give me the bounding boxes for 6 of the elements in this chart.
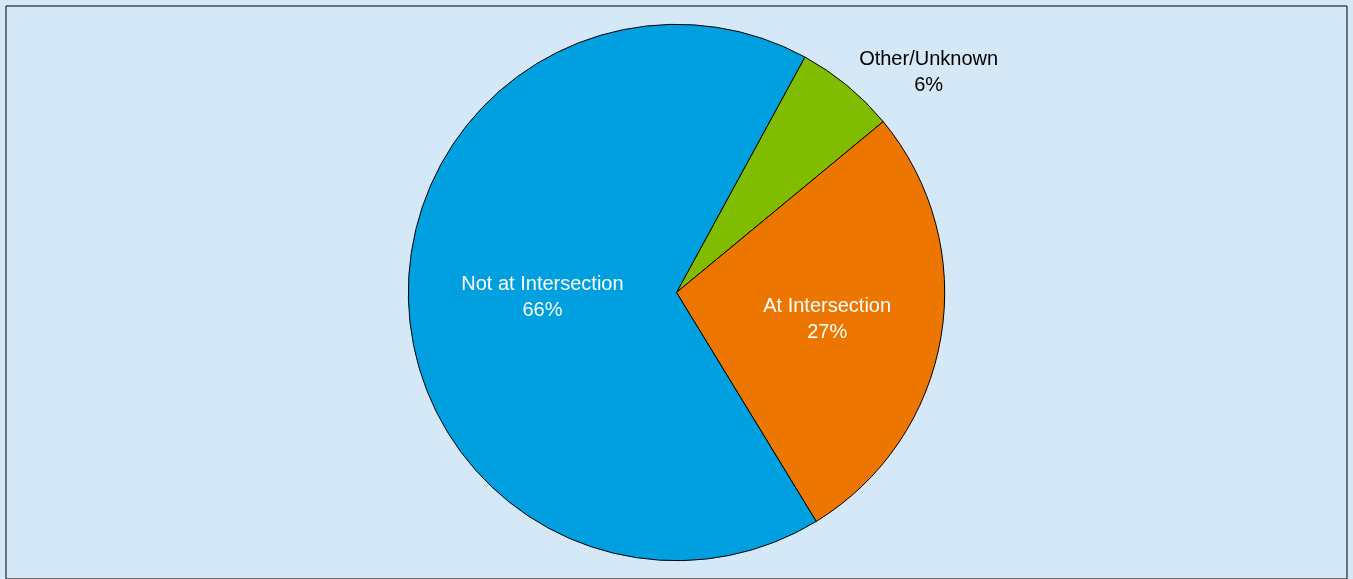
slice-label: At Intersection (763, 293, 892, 316)
data-label: 6% (914, 73, 944, 96)
slice-label: Other/Unknown (859, 47, 999, 70)
data-label: 66% (522, 297, 563, 320)
slice-label: Not at Intersection (461, 271, 624, 294)
data-label: 27% (807, 319, 848, 342)
